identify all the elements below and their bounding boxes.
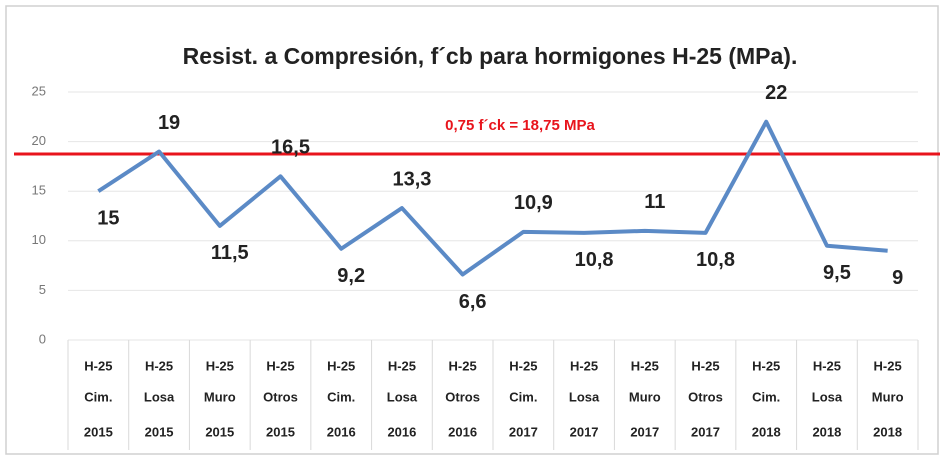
x-tick-label: 2015 bbox=[266, 424, 295, 439]
value-label: 15 bbox=[97, 207, 119, 229]
x-tick-label: 2015 bbox=[145, 424, 174, 439]
reference-label: 0,75 f´ck = 18,75 MPa bbox=[445, 117, 595, 134]
y-tick-label: 15 bbox=[32, 183, 46, 198]
x-tick-label: 2015 bbox=[205, 424, 234, 439]
x-tick-label: Muro bbox=[872, 389, 904, 404]
value-label: 11 bbox=[644, 191, 665, 213]
y-tick-label: 10 bbox=[32, 232, 46, 247]
x-tick-label: 2016 bbox=[448, 424, 477, 439]
value-label: 9,5 bbox=[823, 262, 851, 284]
x-tick-label: Losa bbox=[569, 389, 600, 404]
x-tick-label: 2015 bbox=[84, 424, 113, 439]
x-tick-label: Cim. bbox=[327, 389, 355, 404]
x-tick-label: H-25 bbox=[752, 358, 780, 373]
x-tick-label: Muro bbox=[629, 389, 661, 404]
x-tick-label: H-25 bbox=[509, 358, 537, 373]
value-label: 10,9 bbox=[514, 192, 553, 214]
x-tick-label: Losa bbox=[144, 389, 175, 404]
value-label: 6,6 bbox=[459, 291, 487, 313]
x-tick-label: Otros bbox=[688, 389, 723, 404]
x-tick-label: 2017 bbox=[630, 424, 659, 439]
x-tick-label: Cim. bbox=[509, 389, 537, 404]
x-tick-label: 2017 bbox=[509, 424, 538, 439]
value-label: 9 bbox=[892, 267, 903, 289]
x-tick-label: Losa bbox=[387, 389, 418, 404]
x-tick-label: 2017 bbox=[570, 424, 599, 439]
x-tick-label: Muro bbox=[204, 389, 236, 404]
x-tick-label: 2016 bbox=[387, 424, 416, 439]
value-label: 13,3 bbox=[392, 168, 431, 190]
x-tick-label: Cim. bbox=[752, 389, 780, 404]
x-tick-label: H-25 bbox=[206, 358, 234, 373]
y-tick-label: 5 bbox=[39, 282, 46, 297]
x-tick-label: H-25 bbox=[145, 358, 173, 373]
x-tick-label: 2018 bbox=[873, 424, 902, 439]
y-tick-label: 0 bbox=[39, 331, 46, 346]
x-tick-label: H-25 bbox=[570, 358, 598, 373]
value-label: 10,8 bbox=[696, 249, 735, 271]
value-label: 16,5 bbox=[271, 137, 310, 159]
data-line bbox=[97, 119, 888, 277]
x-tick-label: Otros bbox=[445, 389, 480, 404]
x-tick-label: H-25 bbox=[84, 358, 112, 373]
value-label: 22 bbox=[765, 82, 787, 104]
x-tick-label: H-25 bbox=[874, 358, 902, 373]
x-tick-label: 2018 bbox=[752, 424, 781, 439]
value-label: 19 bbox=[158, 112, 180, 134]
value-label: 10,8 bbox=[575, 249, 614, 271]
x-tick-label: H-25 bbox=[266, 358, 294, 373]
y-tick-label: 25 bbox=[32, 83, 46, 98]
chart-frame bbox=[5, 5, 939, 455]
x-tick-label: 2018 bbox=[812, 424, 841, 439]
x-tick-label: H-25 bbox=[691, 358, 719, 373]
x-tick-label: H-25 bbox=[449, 358, 477, 373]
x-tick-label: Otros bbox=[263, 389, 298, 404]
y-tick-label: 20 bbox=[32, 133, 46, 148]
chart-title: Resist. a Compresión, f´cb para hormigon… bbox=[183, 43, 798, 69]
value-label: 9,2 bbox=[337, 265, 365, 287]
value-label: 11,5 bbox=[211, 242, 249, 264]
x-tick-label: 2016 bbox=[327, 424, 356, 439]
x-tick-label: H-25 bbox=[631, 358, 659, 373]
x-tick-label: H-25 bbox=[327, 358, 355, 373]
x-tick-label: H-25 bbox=[813, 358, 841, 373]
x-tick-label: Cim. bbox=[84, 389, 112, 404]
x-tick-label: H-25 bbox=[388, 358, 416, 373]
x-tick-label: Losa bbox=[812, 389, 843, 404]
x-tick-label: 2017 bbox=[691, 424, 720, 439]
